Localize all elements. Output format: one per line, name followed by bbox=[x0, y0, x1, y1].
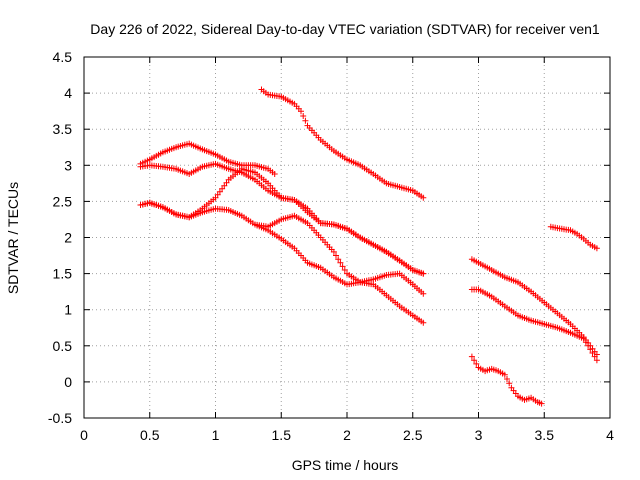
data-point bbox=[298, 108, 304, 115]
y-tick-label: 4.5 bbox=[53, 49, 73, 65]
data-point bbox=[582, 339, 589, 346]
series-track-5 bbox=[252, 221, 427, 326]
series-track-1 bbox=[137, 140, 278, 177]
data-point bbox=[420, 270, 427, 277]
y-tick-label: 1.5 bbox=[53, 266, 73, 282]
x-tick-label: 3.5 bbox=[535, 427, 555, 443]
data-point bbox=[506, 380, 513, 387]
data-point bbox=[337, 259, 344, 266]
series-track-3 bbox=[137, 165, 427, 277]
data-point bbox=[580, 335, 587, 342]
y-tick-label: 3 bbox=[64, 157, 72, 173]
data-point bbox=[300, 113, 307, 119]
data-point bbox=[589, 350, 596, 356]
data-point bbox=[330, 248, 337, 255]
x-tick-label: 4 bbox=[606, 427, 614, 443]
x-tick-label: 2.5 bbox=[403, 427, 423, 443]
x-tick-label: 0 bbox=[80, 427, 88, 443]
data-point bbox=[593, 357, 600, 364]
series-track-6 bbox=[258, 86, 427, 201]
data-point bbox=[221, 182, 228, 189]
grid bbox=[84, 57, 610, 418]
y-tick-label: 2 bbox=[64, 230, 72, 246]
data-point bbox=[420, 290, 427, 297]
data-point bbox=[585, 342, 592, 349]
data-point bbox=[420, 194, 427, 201]
y-tick-label: 1 bbox=[64, 302, 72, 318]
data-point bbox=[468, 353, 475, 360]
data-point bbox=[420, 319, 427, 326]
data-point bbox=[473, 360, 480, 367]
series-track-10 bbox=[547, 223, 600, 252]
y-tick-label: 0 bbox=[64, 374, 72, 390]
y-tick-label: 3.5 bbox=[53, 121, 73, 137]
data-point bbox=[302, 117, 309, 124]
series-track-8 bbox=[468, 286, 600, 364]
data-point bbox=[333, 252, 339, 259]
data-point bbox=[339, 263, 346, 270]
x-tick-label: 2 bbox=[343, 427, 351, 443]
x-tick-label: 0.5 bbox=[140, 427, 160, 443]
axes: 0 0.5 1 1.5 2 2.5 3 3.5 4 -0.5 0 0.5 1 1.5 2 2.5 3 3.5 4 4.… bbox=[48, 49, 614, 443]
data-point bbox=[538, 400, 545, 407]
data-point bbox=[587, 346, 594, 353]
data-point bbox=[504, 376, 510, 382]
data-point bbox=[471, 357, 478, 364]
y-tick-label: 4 bbox=[64, 85, 72, 101]
data-point bbox=[271, 171, 278, 177]
y-tick-label: -0.5 bbox=[48, 410, 72, 426]
data-point bbox=[341, 267, 348, 273]
data-point bbox=[591, 353, 598, 360]
chart-title: Day 226 of 2022, Sidereal Day-to-day VTE… bbox=[90, 21, 600, 37]
x-tick-label: 1.5 bbox=[272, 427, 292, 443]
x-tick-label: 3 bbox=[475, 427, 483, 443]
y-tick-label: 2.5 bbox=[53, 193, 73, 209]
y-axis-title: SDTVAR / TECUs bbox=[5, 182, 21, 294]
series-track-9 bbox=[468, 353, 545, 407]
series-track-4 bbox=[137, 199, 427, 297]
y-tick-label: 0.5 bbox=[53, 338, 73, 354]
x-tick-label: 1 bbox=[212, 427, 220, 443]
data-point bbox=[593, 245, 600, 252]
data-point bbox=[501, 371, 508, 378]
series-track-7 bbox=[468, 256, 600, 358]
x-axis-title: GPS time / hours bbox=[292, 457, 399, 473]
data-points bbox=[137, 86, 600, 407]
data-point bbox=[335, 256, 342, 263]
